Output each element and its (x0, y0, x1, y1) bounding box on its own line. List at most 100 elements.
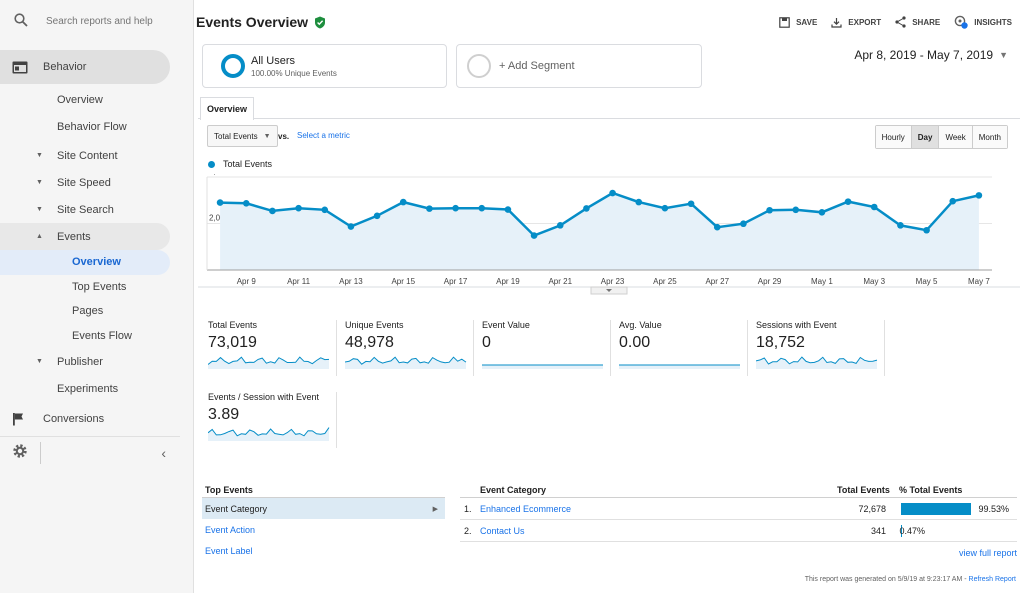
data-point (530, 232, 538, 239)
scorecard-value: 18,752 (756, 334, 805, 351)
data-point (661, 204, 669, 212)
col-event-category: Event Category (480, 485, 547, 495)
top-events-dimension-list: Top Events Event Category ▶ Event Action… (202, 483, 445, 561)
sparkline-line (756, 356, 878, 365)
expand-triangle-icon: ▼ (36, 358, 43, 365)
scorecard-total-events[interactable]: Total Events 73,019 (200, 320, 337, 376)
data-point (478, 204, 486, 212)
col-total-events: Total Events (837, 485, 890, 495)
data-point (844, 198, 852, 205)
export-button[interactable]: EXPORT (831, 17, 881, 28)
dimension-event-category[interactable]: Event Category ▶ (202, 498, 445, 519)
x-tick-label: Apr 27 (705, 277, 729, 286)
tab-overview[interactable]: Overview (200, 97, 255, 120)
insights-button[interactable]: INSIGHTS (954, 15, 1012, 29)
chevron-right-icon: ▶ (432, 505, 438, 513)
data-point (321, 206, 329, 214)
event-category-table: Event Category Total Events % Total Even… (460, 483, 1017, 558)
x-tick-label: May 7 (968, 277, 990, 286)
data-point (740, 220, 747, 228)
scorecard-avg-value[interactable]: Avg. Value 0.00 (611, 320, 748, 376)
sidebar-item-events[interactable]: ▲ Events (0, 223, 170, 250)
select-metric-link[interactable]: Select a metric (297, 131, 350, 140)
series-line (220, 191, 980, 238)
x-tick-label: Apr 9 (237, 277, 257, 286)
data-point (792, 206, 800, 214)
data-point (556, 222, 564, 229)
granularity-toggle: Hourly Day Week Month (874, 125, 1008, 149)
sparkline (619, 364, 740, 369)
x-tick-label: Apr 29 (758, 277, 782, 286)
sidebar-item-events-overview[interactable]: Overview (0, 250, 170, 275)
row-total-events: 341 (870, 525, 886, 536)
granularity-day-button[interactable]: Day (910, 126, 939, 148)
data-point (923, 226, 930, 234)
sidebar-item-behavior-flow[interactable]: Behavior Flow (0, 113, 193, 140)
vs-label: vs. (278, 132, 290, 141)
sidebar-label-publisher: Publisher (57, 355, 103, 368)
sidebar-label-site-search: Site Search (57, 203, 114, 216)
sidebar-item-behavior[interactable]: Behavior (0, 50, 170, 84)
sidebar-item-top-events[interactable]: Top Events (0, 275, 193, 300)
row-category-link[interactable]: Contact Us (480, 525, 525, 536)
legend-label: Total Events (223, 159, 273, 169)
dimension-label: Event Label (205, 545, 253, 556)
row-category-link[interactable]: Enhanced Ecommerce (480, 503, 572, 514)
date-range-text: Apr 8, 2019 - May 7, 2019 (854, 48, 994, 62)
dimension-event-label[interactable]: Event Label (202, 540, 445, 561)
sidebar-item-site-search[interactable]: ▼ Site Search (0, 196, 193, 223)
data-point (452, 204, 459, 212)
segment-all-users[interactable]: All Users 100.00% Unique Events (202, 44, 447, 88)
scorecard-sessions-with-event[interactable]: Sessions with Event 18,752 (748, 320, 885, 376)
sidebar-item-site-content[interactable]: ▼ Site Content (0, 142, 193, 169)
sidebar-item-site-speed[interactable]: ▼ Site Speed (0, 169, 193, 196)
save-button[interactable]: SAVE (779, 16, 817, 28)
y-tick-label: 2,000 (209, 214, 230, 223)
scorecard-events-per-session[interactable]: Events / Session with Event 3.89 (200, 392, 337, 448)
col-pct-total-events: % Total Events (899, 485, 963, 495)
tab-overview-label: Overview (207, 104, 248, 114)
metric-dropdown[interactable]: Total Events ▼ (207, 125, 278, 147)
gear-icon[interactable] (12, 443, 30, 462)
sparkline (482, 364, 603, 369)
sparkline-line (345, 356, 467, 365)
date-range-picker[interactable]: Apr 8, 2019 - May 7, 2019 ▼ (854, 48, 1008, 62)
data-point (295, 204, 302, 212)
export-label: EXPORT (848, 17, 882, 27)
sidebar: Search reports and help Behavior Overvie… (0, 0, 194, 593)
search-placeholder[interactable]: Search reports and help (46, 15, 153, 27)
page-title: Events Overview (196, 14, 309, 30)
data-point (975, 192, 983, 199)
scorecard-event-value[interactable]: Event Value 0 (474, 320, 611, 376)
sidebar-item-publisher[interactable]: ▼ Publisher (0, 348, 193, 375)
row-total-events: 72,678 (858, 503, 886, 514)
sparkline (208, 427, 330, 441)
share-button[interactable]: SHARE (895, 16, 940, 28)
refresh-report-link[interactable]: Refresh Report (968, 576, 1016, 583)
area-fill (220, 193, 979, 270)
scorecard-unique-events[interactable]: Unique Events 48,978 (337, 320, 474, 376)
x-tick-label: Apr 21 (548, 277, 572, 286)
dimension-event-action[interactable]: Event Action (202, 519, 445, 540)
collapse-sidebar-icon[interactable]: ‹ (161, 444, 166, 461)
save-icon (779, 16, 790, 28)
sidebar-item-pages[interactable]: Pages (0, 299, 193, 324)
x-tick-label: Apr 17 (444, 277, 468, 286)
sidebar-item-overview[interactable]: Overview (0, 86, 193, 113)
sidebar-item-events-flow[interactable]: Events Flow (0, 324, 193, 349)
sidebar-label-events-flow: Events Flow (72, 329, 132, 342)
sidebar-item-experiments[interactable]: Experiments (0, 375, 193, 402)
granularity-week-button[interactable]: Week (938, 126, 972, 148)
behavior-icon (12, 61, 32, 74)
segment-name: All Users (251, 54, 296, 67)
granularity-hourly-button[interactable]: Hourly (875, 126, 911, 148)
scorecard-value: 0.00 (619, 334, 651, 351)
view-full-report-link[interactable]: view full report (958, 548, 1017, 558)
x-tick-label: Apr 25 (653, 277, 677, 286)
search-bar[interactable]: Search reports and help (0, 0, 193, 42)
granularity-month-button[interactable]: Month (971, 126, 1007, 148)
sidebar-item-conversions[interactable]: Conversions (0, 402, 193, 436)
add-segment-button[interactable]: + Add Segment (456, 44, 702, 88)
sidebar-label-experiments: Experiments (57, 382, 119, 395)
events-line-chart[interactable]: 4,000 2,000 Apr 9 Apr 11 Apr 13 Apr 15 Apr 17 A… (198, 174, 1020, 295)
